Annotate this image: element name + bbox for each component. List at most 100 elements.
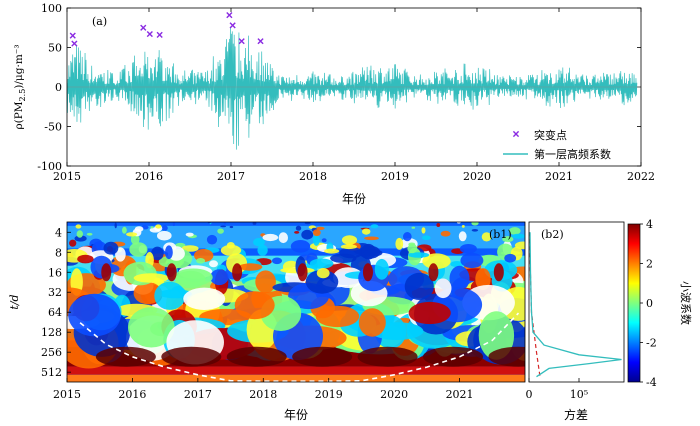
wavelet-winter-peak — [297, 263, 308, 282]
wavelet-blob — [155, 224, 162, 229]
wavelet-blob — [157, 230, 172, 241]
wavelet-blob — [278, 232, 288, 244]
panel-b2-ticks: 0 10⁵ — [526, 378, 588, 401]
wavelet-peak — [488, 346, 525, 367]
wavelet-blob — [475, 268, 491, 291]
coefficient-line — [67, 26, 638, 150]
wavelet-blob — [134, 226, 144, 232]
legend-label-coefficient: 第一层高频系数 — [534, 147, 611, 161]
x-tick-label: 0 — [526, 388, 533, 401]
panel-a-label: (a) — [92, 15, 107, 28]
panel-b1-label: (b1) — [489, 228, 512, 241]
y-tick-label: 64 — [48, 306, 62, 319]
wavelet-blob — [309, 258, 334, 269]
wavelet-coefficient-map — [67, 222, 525, 382]
legend-label-change-point: 突变点 — [534, 128, 567, 142]
wavelet-blob — [77, 254, 94, 264]
wavelet-blob — [321, 238, 327, 243]
panel-b2-bg — [529, 222, 624, 382]
wavelet-blob — [103, 241, 119, 255]
wavelet-blob — [478, 311, 515, 360]
x-tick-label: 2019 — [381, 170, 409, 183]
wavelet-blob — [74, 235, 87, 242]
wavelet-blob — [76, 230, 84, 238]
change-point-marker — [238, 38, 245, 45]
colorbar-ticks: 4 2 0 -2 -4 — [640, 218, 657, 389]
change-point-marker — [71, 40, 78, 47]
cone-of-influence — [79, 312, 520, 382]
wavelet-blob — [449, 265, 470, 292]
panel-a: 2015 2016 2017 2018 2019 2020 2021 2022 100 50 0 -5… — [13, 2, 655, 206]
wavelet-blob — [75, 224, 82, 229]
y-tick-label: 512 — [41, 366, 62, 379]
wavelet-blob — [185, 232, 194, 237]
wavelet-blob — [295, 225, 302, 231]
wavelet-peak — [161, 346, 222, 367]
legend-x-marker — [512, 130, 520, 138]
x-tick-label: 2022 — [627, 170, 655, 183]
change-point-marker — [140, 24, 147, 31]
wavelet-blob — [172, 222, 175, 227]
wavelet-blob — [206, 234, 218, 245]
panel-a-xlabel: 年份 — [342, 192, 366, 206]
panel-a-frame — [66, 7, 642, 167]
wavelet-blob — [161, 225, 168, 231]
wavelet-blob — [165, 245, 173, 260]
wavelet-blob — [133, 273, 169, 283]
x-tick-label: 10⁵ — [570, 388, 588, 401]
panel-b2-frame — [528, 221, 625, 383]
y-tick-label: 32 — [48, 286, 62, 299]
wavelet-blob — [316, 268, 330, 279]
wavelet-blob — [174, 268, 213, 286]
panel-b2-xlabel: 方差 — [564, 407, 588, 422]
x-tick-label: 2015 — [53, 170, 81, 183]
wavelet-winter-peak — [166, 263, 177, 282]
wavelet-peak — [292, 346, 353, 367]
wavelet-blob — [422, 253, 451, 269]
wavelet-peak — [95, 346, 156, 367]
panel-b1-ylabel: t/d — [8, 294, 21, 309]
wavelet-blob — [86, 232, 93, 236]
change-point-marker — [69, 32, 76, 39]
change-point-marker — [156, 31, 163, 38]
significance-curve — [529, 232, 541, 377]
wavelet-blob — [363, 249, 383, 257]
panel-a-ylabel: ρ(PM2.5)/μg·m⁻³ — [13, 44, 27, 129]
wavelet-blob — [294, 231, 300, 234]
wavelet-winter-peak — [362, 263, 373, 282]
panel-a-legend: 突变点 第一层高频系数 — [503, 128, 611, 161]
wavelet-blob — [183, 287, 226, 310]
colorbar-tick-label: -4 — [646, 376, 657, 389]
y-tick-label: 128 — [41, 326, 62, 339]
wavelet-blob — [262, 233, 279, 242]
wavelet-blob — [68, 293, 121, 337]
coefficient-series — [67, 26, 638, 150]
wavelet-blob — [252, 222, 257, 225]
wavelet-blob — [408, 252, 430, 258]
wavelet-blob — [196, 258, 206, 264]
wavelet-blob — [210, 269, 229, 286]
wavelet-blob — [234, 291, 275, 320]
colorbar: 4 2 0 -2 -4 小波系数 — [627, 218, 692, 389]
wavelet-blob — [509, 227, 521, 235]
wavelet-blob — [126, 232, 138, 237]
x-tick-label: 2018 — [249, 388, 277, 401]
y-tick-label: 16 — [48, 266, 62, 279]
change-point-marker — [146, 30, 153, 38]
wavelet-blob — [257, 244, 268, 256]
legend-marker-change-point — [512, 130, 520, 138]
wavelet-blob — [255, 270, 276, 294]
y-tick-label: 100 — [41, 2, 62, 15]
panel-b1-ticks: 2015 2016 2017 2018 2019 2020 2021 4 8 16 32 64 128 2… — [41, 226, 474, 401]
wavelet-blob — [223, 222, 226, 225]
colorbar-tick-label: -2 — [646, 337, 657, 350]
colorbar-gradient — [627, 223, 641, 383]
wavelet-blob — [253, 238, 265, 247]
wavelet-blob — [330, 253, 357, 263]
wavelet-blob — [229, 225, 234, 229]
wavelet-blob — [407, 243, 418, 254]
wavelet-blob — [238, 263, 263, 271]
wavelet-blob — [150, 226, 154, 229]
wavelet-blob — [364, 236, 379, 241]
